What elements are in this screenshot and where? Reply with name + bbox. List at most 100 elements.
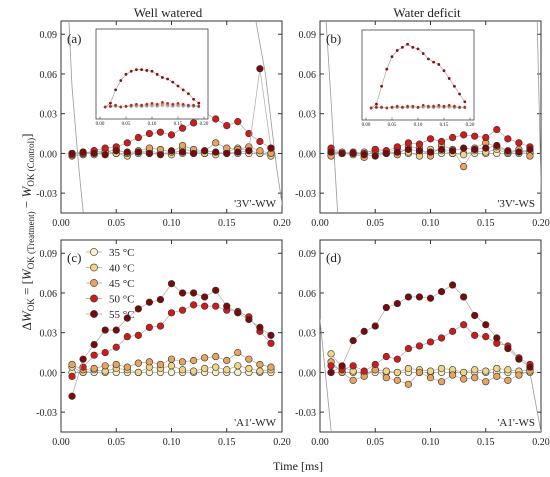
data-point <box>471 331 479 339</box>
y-tick-label: 0.06 <box>40 70 58 81</box>
data-point <box>426 374 435 382</box>
x-tick-label: 0.00 <box>311 218 329 229</box>
data-point <box>112 147 120 155</box>
inset-flat-point <box>119 105 123 109</box>
data-point <box>201 354 209 362</box>
data-point <box>123 363 131 371</box>
data-point <box>212 148 220 156</box>
inset-flat-point <box>369 106 373 110</box>
data-point <box>134 368 142 377</box>
data-point <box>471 311 479 320</box>
data-point <box>156 151 165 159</box>
data-point <box>393 148 401 156</box>
y-tick-label: 0.06 <box>299 289 317 300</box>
x-tick-label: 0.00 <box>52 437 70 448</box>
data-point <box>493 364 501 373</box>
data-point <box>68 392 76 400</box>
legend-item: 35 °C <box>86 247 135 259</box>
inset-x-tick-label: 0.20 <box>466 123 475 128</box>
data-point <box>178 358 187 366</box>
data-point <box>437 378 446 386</box>
inset-flat-point <box>401 105 404 109</box>
inset-point <box>171 80 175 84</box>
data-point <box>223 366 231 374</box>
data-point <box>393 299 401 308</box>
data-point <box>504 376 512 384</box>
panel-a: 0.09 0.06 0.03 0.00 -0.03 0.00 0.05 0.10 0.15 0.2… <box>36 20 291 229</box>
y-tick-label: 0.03 <box>299 110 317 121</box>
x-tick-label: 0.05 <box>108 218 126 229</box>
data-point <box>404 145 413 154</box>
inset-point <box>447 77 451 80</box>
data-point <box>156 322 165 330</box>
inset-point <box>197 101 201 105</box>
data-point <box>245 364 253 373</box>
data-point <box>223 356 231 365</box>
reference-curve <box>529 372 541 432</box>
x-tick-label: 0.00 <box>311 437 329 448</box>
inset-point <box>442 69 446 73</box>
inset-frame <box>361 29 475 121</box>
data-point <box>460 144 468 152</box>
data-point <box>145 358 153 366</box>
data-point <box>482 133 490 142</box>
reference-curve <box>68 21 84 213</box>
data-point <box>234 362 242 370</box>
legend-marker <box>90 248 98 256</box>
x-tick-label: 0.05 <box>367 218 385 229</box>
sample-label: 'A1'-WS <box>497 417 535 429</box>
data-point <box>460 375 468 383</box>
data-point <box>234 348 242 357</box>
data-point <box>68 149 76 158</box>
data-point <box>482 144 490 152</box>
panel-group: 0.09 0.06 0.03 0.00 -0.03 0.00 0.05 0.10 0.15 0.2… <box>36 20 550 448</box>
data-point <box>482 333 490 341</box>
inset-point <box>421 52 425 55</box>
inset-point <box>401 45 404 49</box>
data-point <box>79 148 87 156</box>
data-point <box>371 322 379 330</box>
inset-x-tick-label: 0.10 <box>148 122 157 127</box>
data-point <box>460 293 468 301</box>
plot-frame <box>319 239 542 433</box>
y-tick-label: 0.03 <box>40 329 58 340</box>
data-point <box>201 147 209 155</box>
x-tick-label: 0.15 <box>477 218 495 229</box>
inset-flat-point <box>416 105 420 109</box>
inset-point <box>390 55 394 59</box>
y-tick-label: 0.09 <box>299 249 317 260</box>
data-point <box>437 137 446 146</box>
data-point <box>167 355 176 363</box>
inset-point <box>380 84 383 88</box>
data-point <box>167 280 176 288</box>
data-point <box>504 135 512 143</box>
data-point <box>267 363 275 371</box>
inset-point <box>411 45 415 49</box>
legend-marker <box>90 279 98 287</box>
data-point <box>426 338 435 346</box>
inset-x-tick-label: 0.10 <box>414 123 423 128</box>
inset-flat-point <box>437 103 441 107</box>
data-point <box>190 289 198 297</box>
x-tick-label: 0.10 <box>422 437 440 448</box>
data-point <box>426 294 435 302</box>
data-point <box>393 368 401 377</box>
data-point <box>404 139 413 147</box>
inset-point <box>114 88 117 92</box>
data-point <box>471 374 479 382</box>
inset-point <box>463 100 467 104</box>
data-point <box>415 140 424 148</box>
inset-flat-point <box>192 103 195 107</box>
data-point <box>404 364 413 373</box>
inset-flat-point <box>181 102 185 106</box>
y-tick-label: 0.03 <box>40 110 58 121</box>
legend-marker <box>90 263 98 272</box>
inset-flat-point <box>135 102 138 106</box>
data-point <box>90 149 98 158</box>
data-point <box>426 367 435 375</box>
inset-x-tick-label: 0.05 <box>122 122 131 127</box>
data-point <box>437 364 446 373</box>
x-tick-label: 0.15 <box>477 437 495 448</box>
inset-point <box>135 68 138 72</box>
